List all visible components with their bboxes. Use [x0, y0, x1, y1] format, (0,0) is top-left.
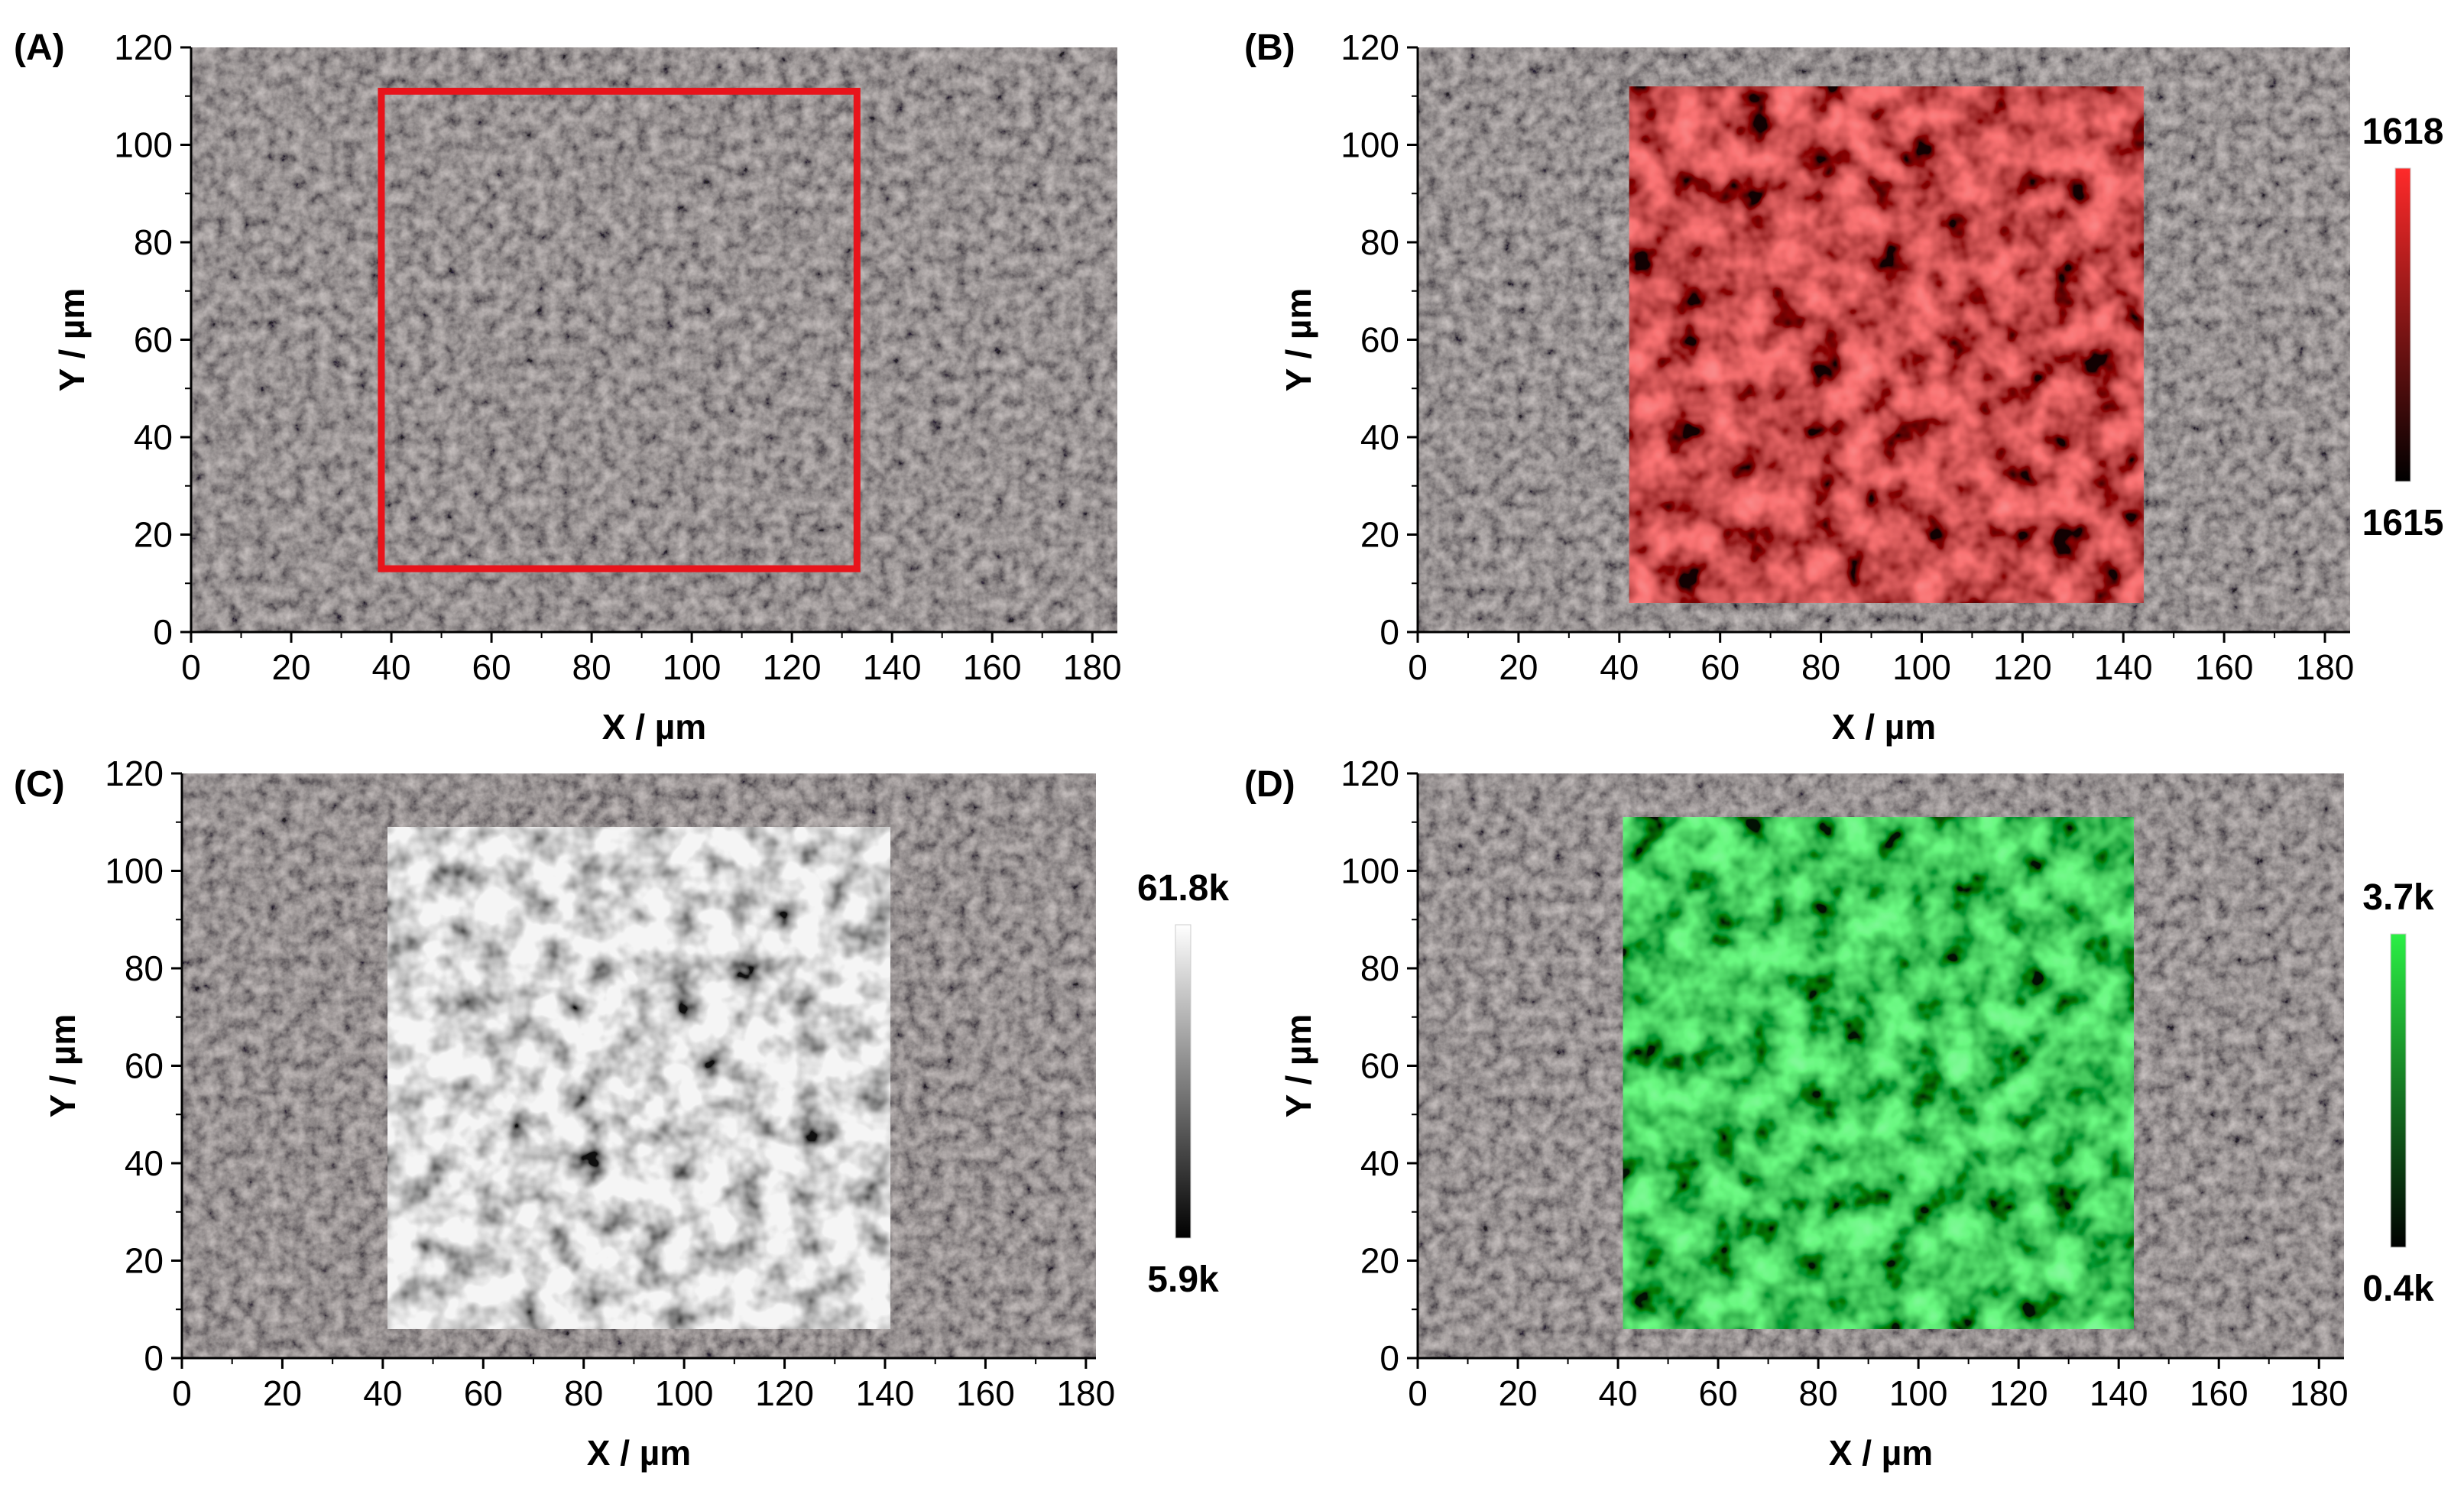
- panel-label: (D): [1244, 764, 1295, 805]
- x-tick-label: 0: [172, 1373, 192, 1413]
- y-tick-label: 0: [1380, 1338, 1399, 1378]
- y-tick-label: 20: [125, 1241, 164, 1281]
- y-tick-label: 40: [134, 417, 173, 457]
- x-tick-label: 100: [1892, 647, 1951, 687]
- panel-label: (A): [14, 28, 65, 68]
- x-tick-label: 20: [263, 1373, 302, 1413]
- x-tick-label: 160: [956, 1373, 1015, 1413]
- colorbar-max-label: 1618: [2362, 112, 2444, 152]
- y-tick-label: 80: [134, 222, 173, 262]
- x-tick-label: 100: [655, 1373, 714, 1413]
- y-tick-label: 0: [144, 1338, 164, 1378]
- x-tick-label: 180: [2296, 647, 2355, 687]
- y-tick-label: 80: [1360, 948, 1399, 988]
- y-tick-label: 120: [1341, 754, 1399, 793]
- x-axis-title: X / µm: [587, 1433, 691, 1473]
- x-tick-label: 40: [1600, 647, 1639, 687]
- y-tick-label: 20: [1360, 515, 1399, 555]
- y-tick-label: 80: [1360, 222, 1399, 262]
- y-tick-label: 60: [125, 1046, 164, 1086]
- x-tick-label: 180: [1063, 647, 1122, 687]
- x-tick-label: 100: [663, 647, 721, 687]
- microscope-texture: [191, 47, 1117, 632]
- x-tick-label: 180: [2290, 1373, 2349, 1413]
- x-tick-label: 140: [863, 647, 922, 687]
- y-tick-label: 20: [1360, 1241, 1399, 1281]
- y-tick-label: 80: [125, 948, 164, 988]
- x-tick-label: 0: [1408, 647, 1428, 687]
- panel-b: 0 20 40 60 80 100 120 140 160 180 0 20 40 60 80 100 120 X…: [1244, 28, 2443, 747]
- panel-label: (C): [14, 764, 65, 805]
- y-tick-label: 100: [1341, 125, 1399, 165]
- x-tick-label: 80: [572, 647, 611, 687]
- map-region: [1629, 86, 2144, 603]
- x-axis-title: X / µm: [1832, 707, 1936, 747]
- y-tick-label: 60: [1360, 1046, 1399, 1086]
- panel-label: (B): [1244, 28, 1295, 68]
- colorbar-min-label: 5.9k: [1147, 1259, 1219, 1300]
- y-tick-label: 120: [114, 28, 173, 67]
- x-tick-label: 20: [1499, 647, 1538, 687]
- map-region: [387, 827, 890, 1329]
- y-tick-label: 60: [1360, 320, 1399, 360]
- y-tick-label: 100: [105, 851, 164, 891]
- measurement-region-outline: [378, 87, 861, 572]
- x-tick-label: 0: [1408, 1373, 1428, 1413]
- x-tick-label: 40: [371, 647, 410, 687]
- y-axis-title: Y / µm: [52, 288, 92, 392]
- x-tick-label: 20: [1498, 1373, 1537, 1413]
- panel-a: 0 20 40 60 80 100 120 140 160 180 0 20 40 60 80 100 120 X…: [14, 28, 1122, 747]
- x-tick-label: 160: [963, 647, 1022, 687]
- x-tick-label: 100: [1889, 1373, 1948, 1413]
- colorbar: [1175, 924, 1191, 1239]
- x-tick-label: 80: [1801, 647, 1840, 687]
- y-tick-label: 20: [134, 515, 173, 555]
- panel-c: 0 20 40 60 80 100 120 140 160 180 0 20 40 60 80 100 120 X…: [14, 754, 1229, 1473]
- y-tick-label: 0: [153, 612, 173, 652]
- colorbar-max-label: 3.7k: [2362, 877, 2434, 918]
- y-tick-label: 0: [1380, 612, 1399, 652]
- x-tick-label: 140: [2090, 1373, 2148, 1413]
- colorbar-max-label: 61.8k: [1137, 868, 1229, 909]
- panel-d: 0 20 40 60 80 100 120 140 160 180 0 20 40 60 80 100 120 X…: [1244, 754, 2434, 1473]
- x-tick-label: 60: [472, 647, 511, 687]
- x-tick-label: 120: [1989, 1373, 2048, 1413]
- x-tick-label: 40: [1598, 1373, 1637, 1413]
- y-axis-title: Y / µm: [1279, 288, 1318, 392]
- y-axis-title: Y / µm: [1279, 1014, 1318, 1118]
- x-tick-label: 40: [363, 1373, 402, 1413]
- colorbar-min-label: 0.4k: [2362, 1269, 2434, 1309]
- x-axis-title: X / µm: [1829, 1433, 1933, 1473]
- x-tick-label: 180: [1056, 1373, 1115, 1413]
- y-tick-label: 100: [114, 125, 173, 165]
- x-tick-label: 160: [2195, 647, 2254, 687]
- y-tick-label: 40: [1360, 1143, 1399, 1183]
- y-tick-label: 40: [125, 1143, 164, 1183]
- x-tick-label: 60: [464, 1373, 503, 1413]
- map-region: [1623, 817, 2134, 1329]
- colorbar: [2390, 933, 2407, 1248]
- x-tick-label: 120: [755, 1373, 814, 1413]
- colorbar: [2394, 167, 2411, 482]
- x-tick-label: 120: [1993, 647, 2052, 687]
- x-tick-label: 140: [2094, 647, 2153, 687]
- x-tick-label: 140: [856, 1373, 915, 1413]
- x-tick-label: 120: [763, 647, 822, 687]
- y-tick-label: 40: [1360, 417, 1399, 457]
- x-tick-label: 20: [271, 647, 310, 687]
- y-tick-label: 120: [1341, 28, 1399, 67]
- x-axis-title: X / µm: [602, 707, 706, 747]
- x-tick-label: 0: [181, 647, 201, 687]
- x-tick-label: 60: [1698, 1373, 1737, 1413]
- x-tick-label: 80: [1799, 1373, 1838, 1413]
- y-axis-title: Y / µm: [43, 1014, 83, 1118]
- colorbar-min-label: 1615: [2362, 503, 2444, 543]
- x-tick-label: 160: [2190, 1373, 2248, 1413]
- y-tick-label: 100: [1341, 851, 1399, 891]
- x-tick-label: 80: [564, 1373, 603, 1413]
- y-tick-label: 120: [105, 754, 164, 793]
- y-tick-label: 60: [134, 320, 173, 360]
- x-tick-label: 60: [1700, 647, 1739, 687]
